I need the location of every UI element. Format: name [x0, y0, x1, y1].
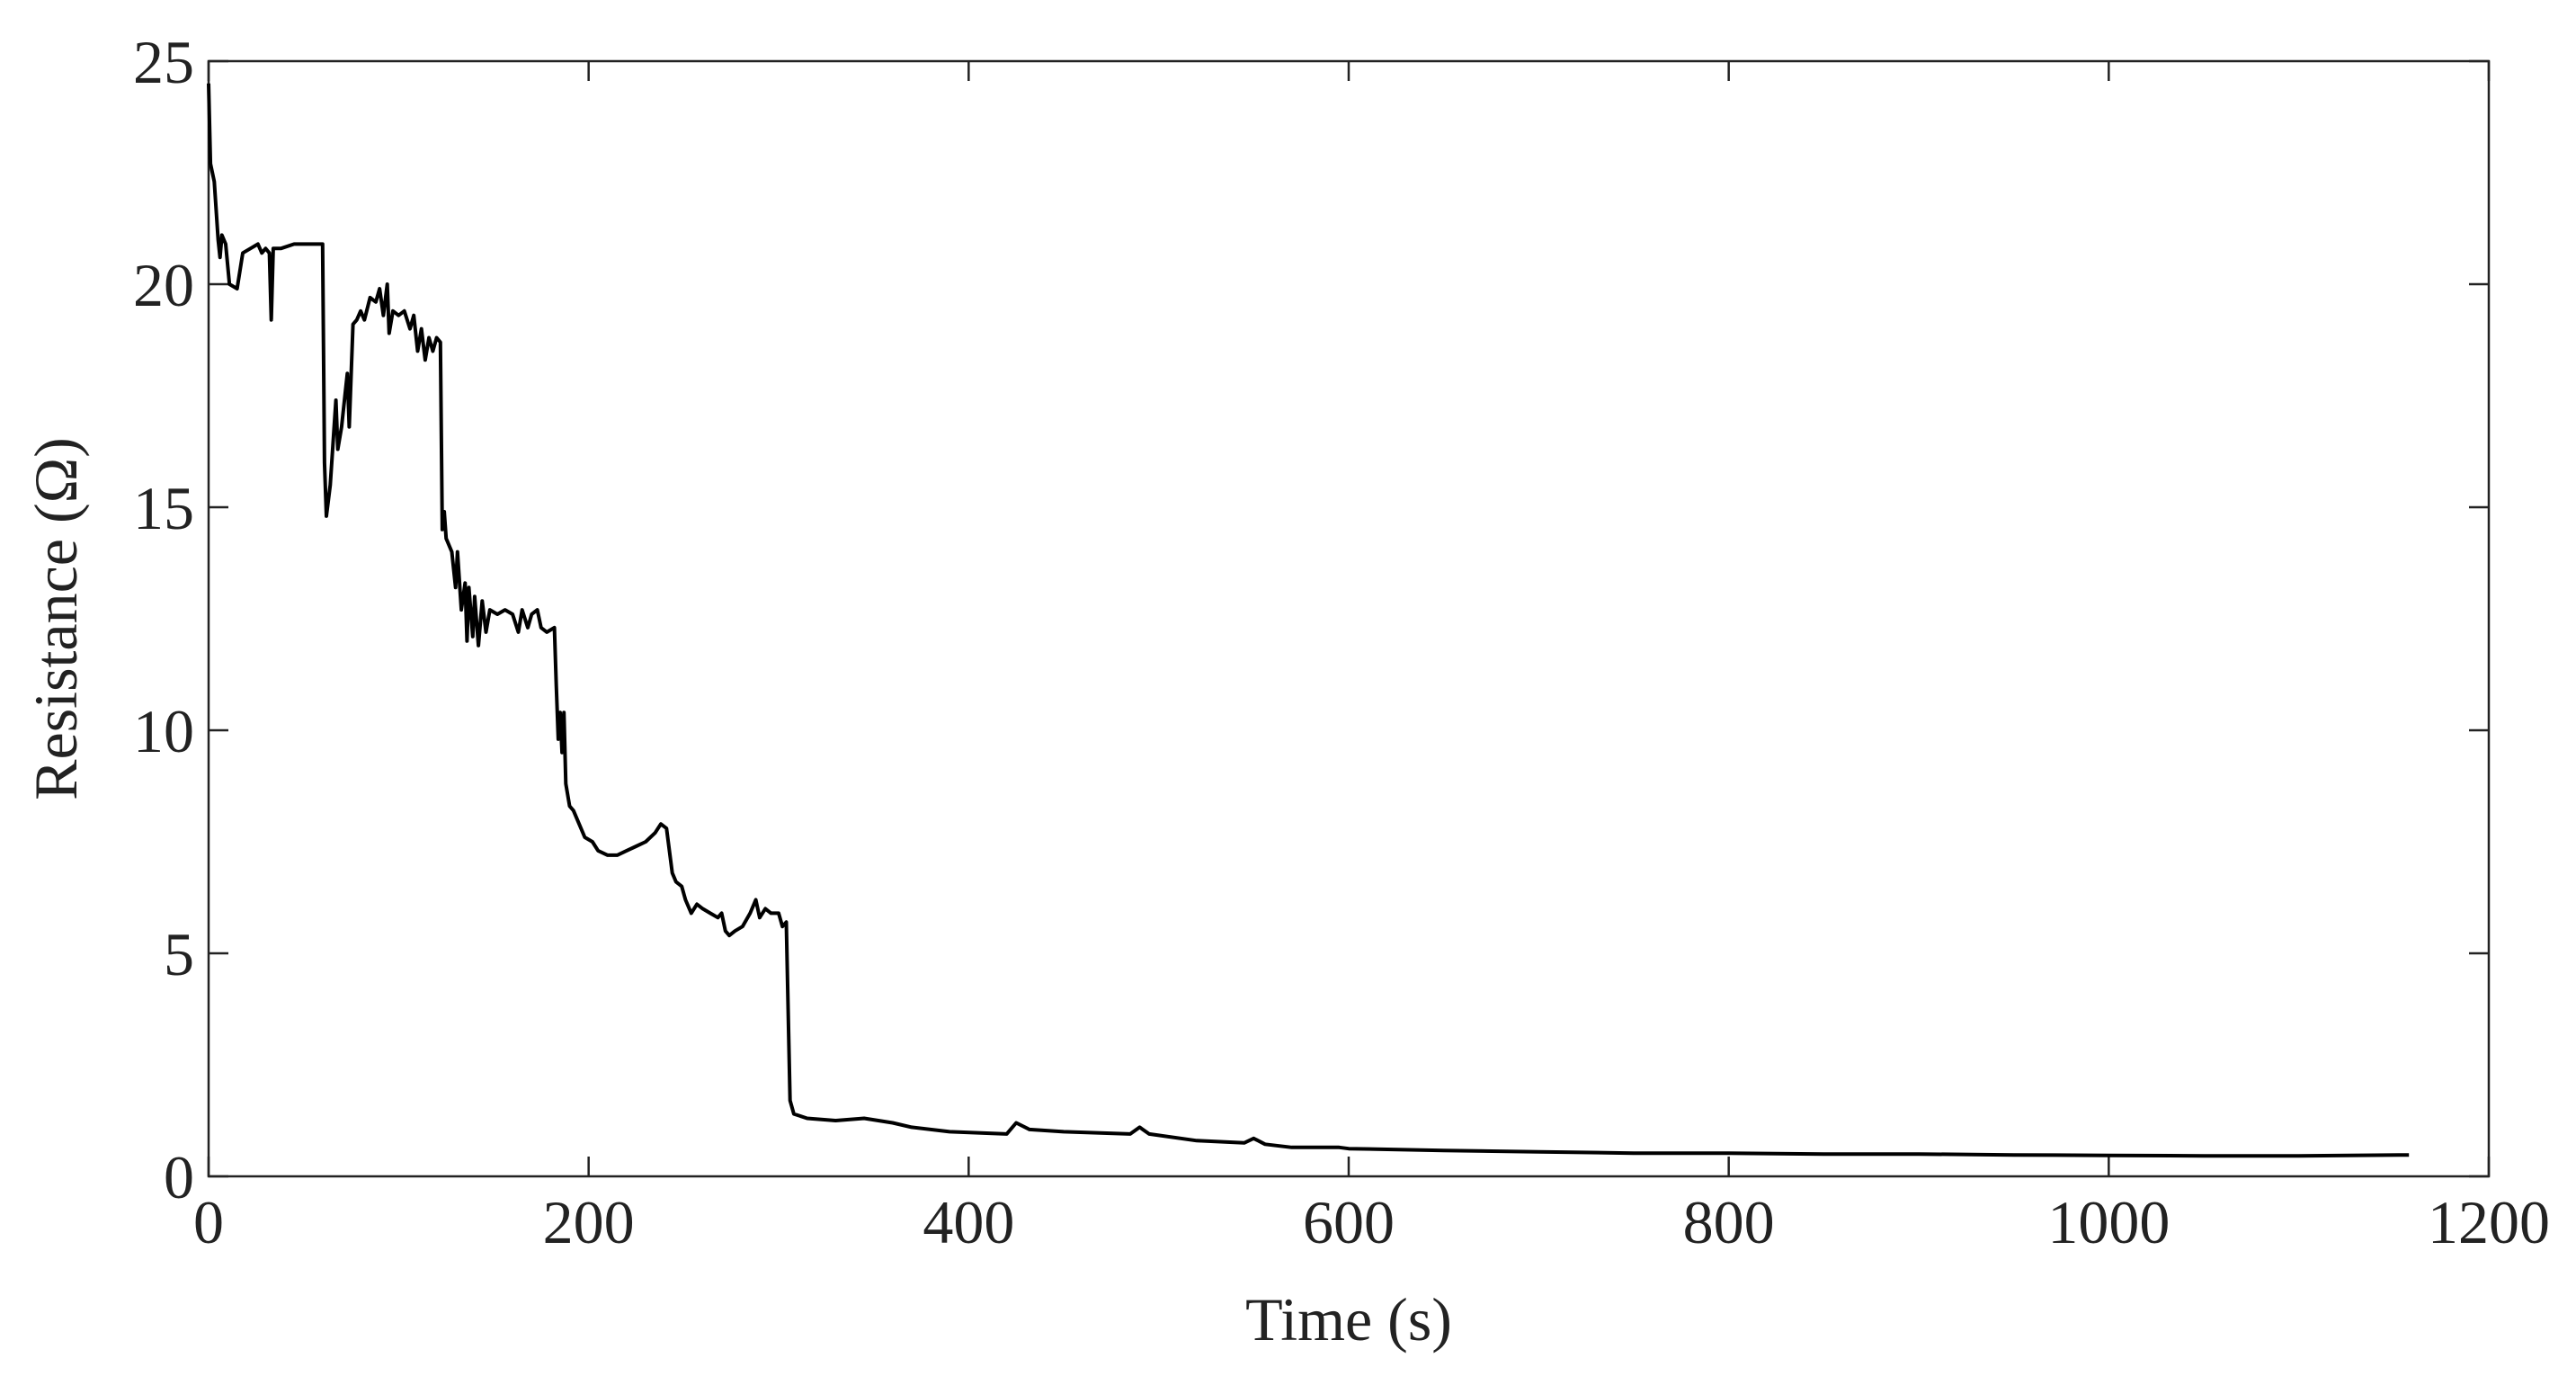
x-tick-label: 1200: [2428, 1188, 2550, 1256]
y-tick-label: 0: [164, 1143, 194, 1211]
plot-frame: [207, 59, 2491, 1178]
y-tick-label: 20: [133, 251, 194, 319]
x-tick-label: 600: [1303, 1188, 1395, 1256]
y-tick-label: 10: [133, 697, 194, 765]
y-tick-label: 15: [133, 474, 194, 542]
y-tick-label: 5: [164, 920, 194, 988]
x-tick-label: 0: [193, 1188, 224, 1256]
x-tick-label: 1000: [2047, 1188, 2170, 1256]
data-line: [207, 83, 2410, 1158]
y-tick-label: 25: [133, 28, 194, 96]
x-tick-label: 800: [1683, 1188, 1775, 1256]
x-tick-label: 400: [923, 1188, 1014, 1256]
x-tick-label: 200: [543, 1188, 635, 1256]
y-axis-label: Resistance (Ω): [22, 437, 90, 800]
x-axis-label: Time (s): [1245, 1285, 1452, 1354]
